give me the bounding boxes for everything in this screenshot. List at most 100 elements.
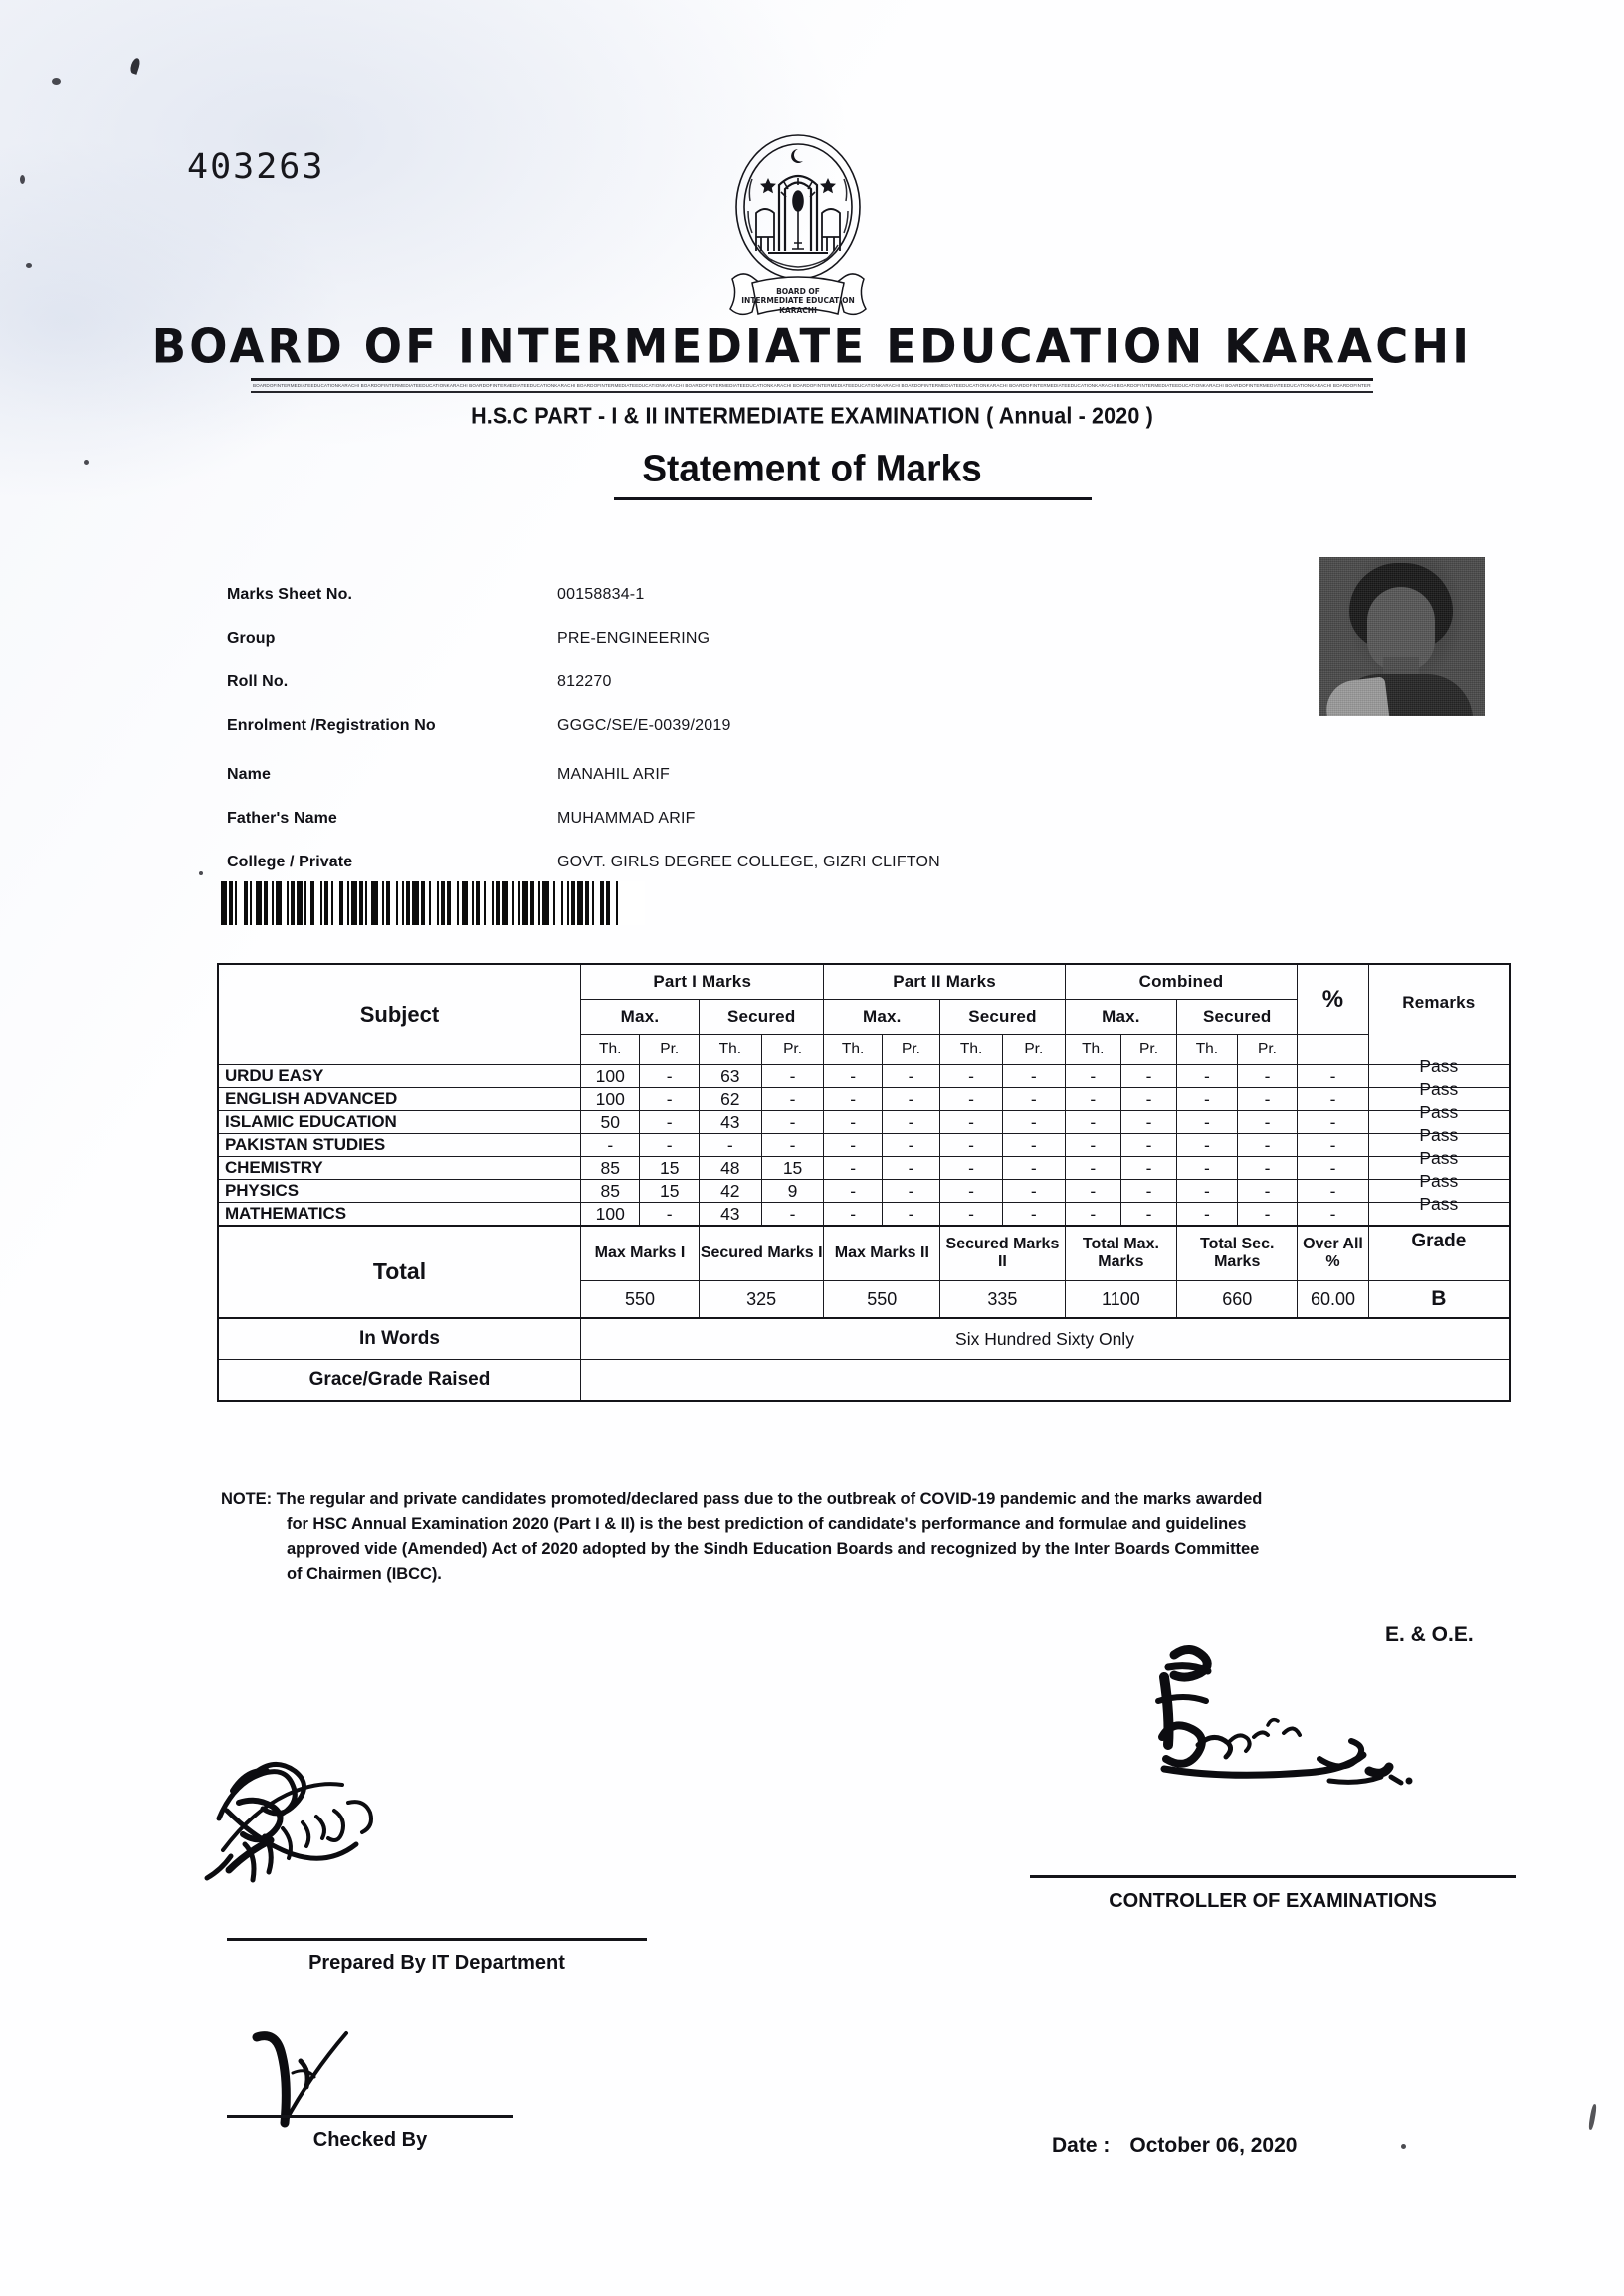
header-remarks: Remarks <box>1367 963 1511 1065</box>
grace-row: Grace/Grade Raised <box>216 1359 1511 1402</box>
cell-percent: - <box>1297 1202 1369 1227</box>
info-label: Roll No. <box>227 673 289 690</box>
cell-p1-sec-pr: - <box>760 1110 825 1134</box>
remark-label: Pass <box>1419 1147 1459 1168</box>
cell-p2-max-pr: - <box>881 1202 941 1227</box>
scan-speck <box>20 175 25 184</box>
svg-text:BOARD OF: BOARD OF <box>776 287 820 296</box>
header-percent: % <box>1297 963 1369 1035</box>
security-microtext: BOARDOFINTERMEDIATEEDUCATIONKARACHI BOAR… <box>253 383 1371 388</box>
info-value: GOVT. GIRLS DEGREE COLLEGE, GIZRI CLIFTO… <box>557 854 940 870</box>
cell-p1-max-th: 100 <box>579 1087 641 1111</box>
scan-speck <box>26 263 32 268</box>
cell-percent: - <box>1297 1110 1369 1134</box>
cell-c-sec-th: - <box>1176 1179 1238 1203</box>
cell-c-max-th: - <box>1064 1179 1121 1203</box>
cell-p2-sec-th: - <box>939 1110 1003 1134</box>
cell-p2-sec-pr: - <box>1001 1133 1066 1157</box>
cell-percent: - <box>1297 1179 1369 1203</box>
checked-by-signature <box>239 2021 438 2141</box>
cell-c-sec-th: - <box>1176 1133 1238 1157</box>
scan-smudge <box>1587 2103 1598 2131</box>
total-header-row: Total Max Marks I Secured Marks I Max Ma… <box>216 1225 1511 1319</box>
in-words-row: In Words Six Hundred Sixty Only <box>216 1317 1511 1360</box>
remark-label: Pass <box>1419 1170 1459 1191</box>
cell-p1-max-pr: - <box>639 1064 700 1088</box>
cell-p2-sec-pr: - <box>1001 1110 1066 1134</box>
eoe-label: E. & O.E. <box>1385 1624 1474 1646</box>
cell-p1-max-pr: - <box>639 1087 700 1111</box>
header-th: Th. <box>1176 1034 1238 1065</box>
cell-c-max-pr: - <box>1119 1110 1178 1134</box>
cell-p2-max-th: - <box>823 1087 883 1111</box>
header-combined: Combined <box>1064 963 1299 1000</box>
cell-c-max-th: - <box>1064 1156 1121 1180</box>
note-line-2: for HSC Annual Examination 2020 (Part I … <box>287 1515 1247 1533</box>
total-value-max2: 550 <box>823 1280 941 1319</box>
cell-p2-max-th: - <box>823 1156 883 1180</box>
info-value: 00158834-1 <box>557 586 645 603</box>
scan-speck <box>52 78 61 85</box>
cell-p2-sec-th: - <box>939 1202 1003 1227</box>
table-header-row-thpr: Th. Pr. Th. Pr. Th. Pr. Th. Pr. Th. Pr. … <box>218 1034 1510 1065</box>
in-words-label: In Words <box>216 1317 581 1360</box>
cell-remarks: Pass <box>1367 1079 1511 1111</box>
note-line-4: of Chairmen (IBCC). <box>287 1565 442 1583</box>
marks-table-body: URDU EASY 100 - 63 - - - - - - - - - - P… <box>216 1056 1511 1402</box>
cell-percent: - <box>1297 1064 1369 1088</box>
total-value-sec2: 335 <box>939 1280 1066 1319</box>
cell-c-max-pr: - <box>1119 1202 1178 1227</box>
table-header-row-group: Subject Part I Marks Part II Marks Combi… <box>216 963 1511 1065</box>
controller-signature-line <box>1030 1875 1516 1878</box>
cell-p2-max-pr: - <box>881 1156 941 1180</box>
prepared-by-label: Prepared By IT Department <box>308 1952 565 1974</box>
total-value-max1: 550 <box>579 1280 700 1319</box>
header-c-secured: Secured <box>1176 999 1299 1035</box>
info-value: PRE-ENGINEERING <box>557 630 710 647</box>
cell-subject: MATHEMATICS <box>216 1202 581 1227</box>
cell-p2-max-th: - <box>823 1133 883 1157</box>
controller-signature <box>1134 1641 1463 1820</box>
photo-scan-noise <box>1320 557 1485 716</box>
remark-label: Pass <box>1419 1055 1459 1076</box>
cell-remarks: Pass <box>1367 1125 1511 1157</box>
info-value: 812270 <box>557 673 612 690</box>
remark-label: Pass <box>1419 1101 1459 1122</box>
remark-label: Pass <box>1419 1078 1459 1099</box>
header-th: Th. <box>823 1034 883 1065</box>
cell-c-max-pr: - <box>1119 1156 1178 1180</box>
cell-subject: PHYSICS <box>216 1179 581 1203</box>
cell-c-sec-th: - <box>1176 1064 1238 1088</box>
header-pr: Pr. <box>1001 1034 1066 1065</box>
header-pr: Pr. <box>639 1034 700 1065</box>
cell-percent: - <box>1297 1087 1369 1111</box>
cell-p1-sec-pr: - <box>760 1202 825 1227</box>
cell-p1-sec-th: 43 <box>698 1202 762 1227</box>
grace-label: Grace/Grade Raised <box>216 1359 581 1402</box>
cell-p1-max-th: - <box>579 1133 641 1157</box>
cell-p2-sec-pr: - <box>1001 1202 1066 1227</box>
total-header-max2: Max Marks II <box>823 1225 941 1281</box>
cell-c-sec-th: - <box>1176 1087 1238 1111</box>
cell-c-max-th: - <box>1064 1133 1121 1157</box>
marks-table-head: Subject Part I Marks Part II Marks Combi… <box>216 963 1511 1065</box>
board-emblem-icon: BOARD OF INTERMEDIATE EDUCATION KARACHI <box>709 127 888 321</box>
cell-p2-max-th: - <box>823 1179 883 1203</box>
cell-c-max-th: - <box>1064 1087 1121 1111</box>
cell-p1-sec-pr: 9 <box>760 1179 825 1203</box>
svg-text:INTERMEDIATE EDUCATION: INTERMEDIATE EDUCATION <box>741 296 854 305</box>
header-p1-secured: Secured <box>698 999 825 1035</box>
svg-text:KARACHI: KARACHI <box>779 306 817 315</box>
cell-p1-sec-th: 63 <box>698 1064 762 1088</box>
date-value: October 06, 2020 <box>1129 2134 1298 2157</box>
cell-p2-max-th: - <box>823 1110 883 1134</box>
cell-c-max-th: - <box>1064 1064 1121 1088</box>
cell-p2-sec-th: - <box>939 1087 1003 1111</box>
date-block: Date : October 06, 2020 <box>1052 2134 1297 2158</box>
total-label: Total <box>216 1225 581 1319</box>
header-th: Th. <box>698 1034 762 1065</box>
info-value: GGGC/SE/E-0039/2019 <box>557 717 731 734</box>
table-row: PHYSICS 85 15 42 9 - - - - - - - - - Pas… <box>216 1171 1511 1203</box>
cell-p1-sec-pr: - <box>760 1087 825 1111</box>
info-value: MANAHIL ARIF <box>557 766 670 783</box>
